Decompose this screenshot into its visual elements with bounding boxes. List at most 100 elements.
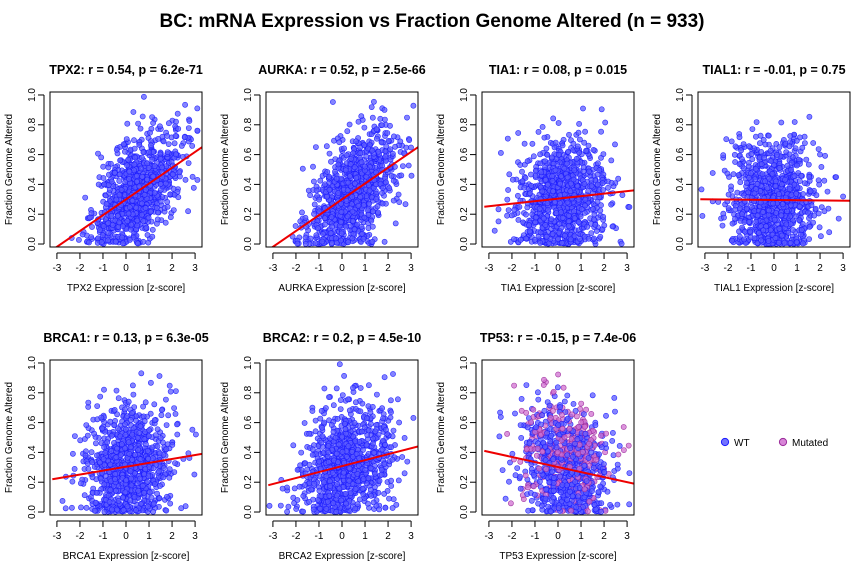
y-axis-label: Fraction Genome Altered <box>4 114 15 225</box>
point-wt <box>818 163 825 170</box>
point-wt <box>122 148 128 155</box>
point-wt <box>799 144 806 151</box>
point-wt <box>77 437 84 444</box>
point-wt <box>79 231 86 238</box>
point-wt <box>790 227 796 233</box>
point-wt <box>768 158 774 164</box>
point-wt <box>559 214 566 221</box>
point-wt <box>526 228 533 235</box>
point-wt <box>528 171 534 178</box>
point-wt <box>760 209 766 215</box>
point-wt <box>71 465 78 472</box>
y-tick-label: 0.0 <box>27 505 38 519</box>
point-wt <box>737 179 744 186</box>
point-wt <box>349 194 356 200</box>
point-wt <box>523 211 529 218</box>
point-wt <box>810 140 817 146</box>
point-wt <box>599 180 606 187</box>
point-wt <box>113 196 120 203</box>
point-wt <box>799 220 806 227</box>
point-wt <box>822 152 828 159</box>
point-wt <box>361 214 368 221</box>
point-wt <box>139 113 146 120</box>
point-wt <box>150 508 156 515</box>
point-wt <box>107 487 114 493</box>
point-wt <box>124 162 130 169</box>
point-wt <box>332 235 339 242</box>
x-tick-label: -1 <box>531 263 540 274</box>
point-wt <box>157 198 164 205</box>
point-wt <box>559 239 565 246</box>
point-wt <box>114 213 121 219</box>
point-wt <box>171 140 178 147</box>
point-wt <box>373 135 380 142</box>
point-wt <box>120 507 127 513</box>
point-wt <box>313 187 320 194</box>
point-wt <box>810 219 816 226</box>
point-wt <box>532 219 539 226</box>
point-wt <box>792 145 799 152</box>
point-wt <box>127 226 134 233</box>
point-wt <box>149 156 155 163</box>
point-wt <box>392 220 399 227</box>
point-wt <box>129 382 136 389</box>
point-wt <box>140 149 147 156</box>
point-wt <box>349 208 356 215</box>
point-wt <box>732 143 739 150</box>
point-wt <box>369 238 376 245</box>
point-wt <box>86 239 92 246</box>
point-wt <box>800 240 806 247</box>
point-wt <box>124 413 130 420</box>
point-wt <box>361 163 368 170</box>
point-wt <box>552 167 559 174</box>
point-wt <box>353 138 359 145</box>
point-wt <box>142 399 149 406</box>
point-wt <box>840 193 846 200</box>
point-wt <box>758 149 765 155</box>
point-wt <box>142 205 149 211</box>
point-wt <box>779 232 785 239</box>
point-wt <box>166 382 173 389</box>
point-wt <box>571 215 578 222</box>
point-wt <box>582 196 589 203</box>
point-wt <box>739 156 745 162</box>
point-wt <box>556 229 562 236</box>
point-wt <box>497 149 504 156</box>
point-wt <box>156 450 163 457</box>
point-wt <box>89 474 96 481</box>
point-wt <box>748 150 755 157</box>
x-axis-label: TIAL1 Expression [z-score] <box>714 283 834 294</box>
panel-title: AURKA: r = 0.52, p = 2.5e-66 <box>258 63 425 77</box>
point-wt <box>375 209 381 216</box>
points <box>289 98 417 247</box>
point-wt <box>128 475 134 482</box>
point-wt <box>787 221 794 227</box>
x-tick-label: -2 <box>507 263 516 274</box>
point-wt <box>555 236 561 242</box>
point-wt <box>806 173 813 180</box>
point-wt <box>164 149 171 155</box>
point-wt <box>59 497 66 504</box>
point-wt <box>585 235 592 242</box>
point-wt <box>566 131 572 138</box>
point-wt <box>565 212 572 219</box>
point-wt <box>410 414 417 421</box>
x-axis-label: TPX2 Expression [z-score] <box>67 283 186 294</box>
x-tick-label: 1 <box>362 263 368 274</box>
point-wt <box>353 174 360 181</box>
point-wt <box>537 160 544 167</box>
x-tick-label: 3 <box>408 263 414 274</box>
point-wt <box>158 412 165 419</box>
point-wt <box>824 188 831 195</box>
point-wt <box>796 203 803 210</box>
point-wt <box>162 180 169 187</box>
point-wt <box>175 125 182 132</box>
point-wt <box>348 155 354 162</box>
point-wt <box>112 476 118 483</box>
x-tick-label: -2 <box>291 263 300 274</box>
x-tick-label: 2 <box>169 263 175 274</box>
point-wt <box>182 101 188 108</box>
point-wt <box>742 228 748 235</box>
point-wt <box>709 170 716 176</box>
point-wt <box>495 218 502 225</box>
